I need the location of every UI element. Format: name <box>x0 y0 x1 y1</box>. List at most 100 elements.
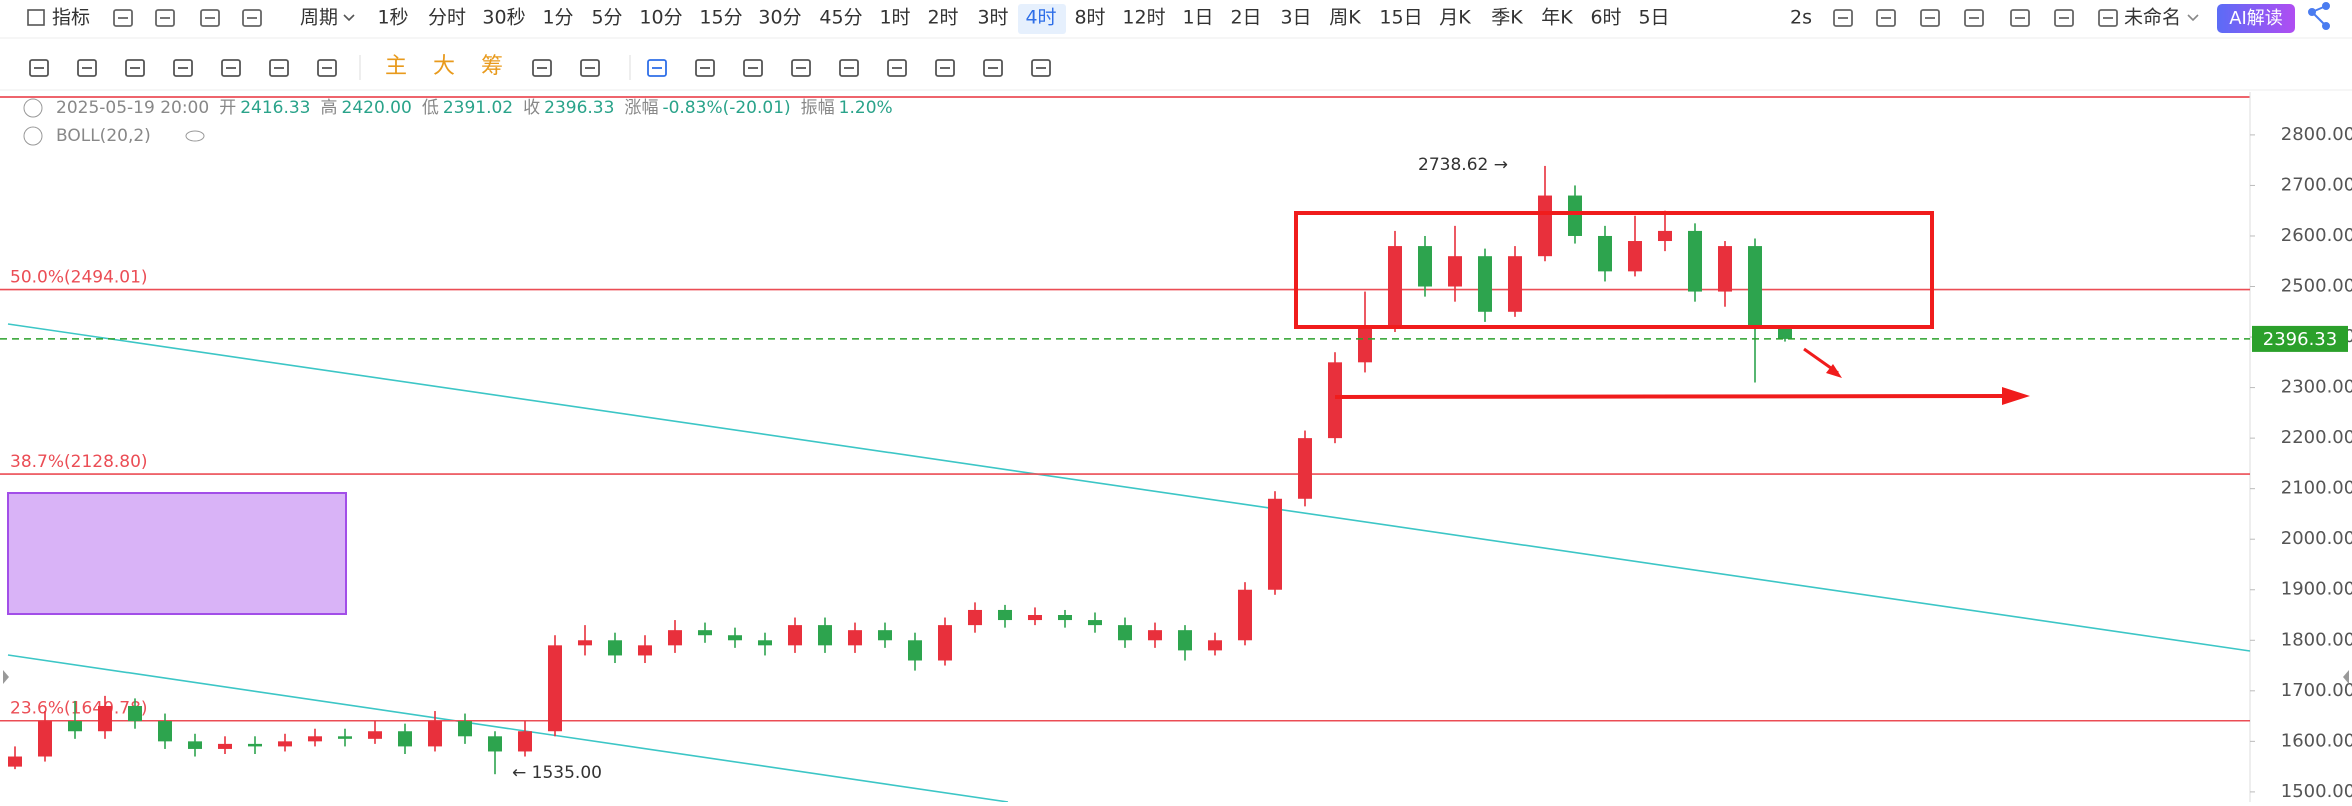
collapse-icon[interactable] <box>23 126 43 146</box>
toolbar-icon[interactable] <box>1833 9 1853 27</box>
ai-button[interactable] <box>2217 4 2295 33</box>
interval-button[interactable]: 3时 <box>977 7 1008 29</box>
icon-shape <box>200 9 220 27</box>
toolbar-icon[interactable] <box>791 59 811 77</box>
candle-body <box>68 721 82 732</box>
toolbar-icon[interactable] <box>839 59 859 77</box>
legend-label: 低 <box>422 98 439 118</box>
toolbar-icon[interactable] <box>1031 59 1051 77</box>
icon-shape <box>1964 9 1984 27</box>
selected-bg <box>1018 4 1066 34</box>
interval-button[interactable]: 2时 <box>927 7 958 29</box>
toolbar-icon[interactable] <box>173 59 193 77</box>
interval-button[interactable]: 季K <box>1491 7 1523 29</box>
toolbar-icon[interactable] <box>935 59 955 77</box>
toolbar-icon[interactable] <box>532 59 552 77</box>
toolbar-icon[interactable] <box>1964 9 1984 27</box>
large-order-button[interactable]: 大 <box>433 54 455 79</box>
toolbar-icon[interactable] <box>1876 9 1896 27</box>
legend-label: 高 <box>321 98 338 118</box>
icon-shape <box>2098 9 2118 27</box>
interval-button[interactable]: 2日 <box>1230 7 1261 29</box>
toolbar-icon[interactable] <box>2010 9 2030 27</box>
interval-button[interactable]: 5日 <box>1638 7 1669 29</box>
interval-button[interactable]: 8时 <box>1074 7 1105 29</box>
toolbar-icon[interactable] <box>155 9 175 27</box>
toolbar-icon[interactable] <box>647 59 667 77</box>
interval-button[interactable]: 1秒 <box>377 7 408 29</box>
candle-body <box>188 741 202 749</box>
y-tick-label: 1600.00 <box>2281 730 2352 751</box>
interval-button[interactable]: 周K <box>1329 7 1361 29</box>
toolbar-icon[interactable] <box>2098 9 2118 27</box>
interval-button[interactable]: 1分 <box>542 7 573 29</box>
ai-button-label[interactable]: AI解读 <box>2229 8 2283 29</box>
toolbar-icon[interactable] <box>743 59 763 77</box>
candle-body <box>728 635 742 641</box>
toolbar-icon[interactable] <box>200 9 220 27</box>
period-button[interactable]: 周期 <box>300 7 338 29</box>
candle-body <box>128 705 142 722</box>
toolbar-icon[interactable] <box>77 59 97 77</box>
interval-button[interactable]: 12时 <box>1122 7 1165 29</box>
layout-name[interactable]: 未命名 <box>2124 7 2181 29</box>
interval-button[interactable]: 1时 <box>879 7 910 29</box>
icon-shape <box>532 59 552 77</box>
interval-button[interactable]: 15分 <box>699 7 742 29</box>
trend-line <box>7 323 2251 652</box>
interval-button[interactable]: 45分 <box>819 7 862 29</box>
collapse-icon[interactable] <box>23 98 43 118</box>
chips-button[interactable]: 筹 <box>481 54 503 79</box>
visibility-icon[interactable] <box>185 130 205 142</box>
interval-button[interactable]: 6时 <box>1590 7 1621 29</box>
y-tick-label: 1500.00 <box>2281 781 2352 802</box>
toolbar-icon[interactable] <box>29 59 49 77</box>
edge-handle[interactable] <box>2343 670 2349 684</box>
toolbar-icon[interactable] <box>242 9 262 27</box>
candle-body <box>368 731 382 739</box>
interval-button[interactable]: 30分 <box>758 7 801 29</box>
icon-shape <box>173 59 193 77</box>
interval-button[interactable]: 1日 <box>1182 7 1213 29</box>
interval-button[interactable]: 月K <box>1439 7 1471 29</box>
main-chart-button[interactable]: 主 <box>385 54 407 79</box>
toolbar-icon[interactable] <box>887 59 907 77</box>
icon-shape <box>242 9 262 27</box>
toolbar-icon[interactable] <box>125 59 145 77</box>
interval-button[interactable]: 5分 <box>591 7 622 29</box>
interval-button[interactable]: 3日 <box>1280 7 1311 29</box>
interval-button[interactable]: 年K <box>1541 7 1573 29</box>
toolbar-icon[interactable] <box>580 59 600 77</box>
edge-handle[interactable] <box>3 670 9 684</box>
toolbar-icon[interactable] <box>221 59 241 77</box>
toolbar-icon[interactable] <box>317 59 337 77</box>
icon-shape <box>155 9 175 27</box>
icon-shape <box>221 59 241 77</box>
candle-body <box>1448 256 1462 287</box>
interval-button[interactable]: 15日 <box>1379 7 1422 29</box>
share-icon[interactable] <box>2308 2 2330 30</box>
toolbar-icon[interactable] <box>695 59 715 77</box>
refresh-rate[interactable]: 2s <box>1790 7 1812 29</box>
interval-button[interactable]: 分时 <box>428 7 466 29</box>
candle-body <box>908 640 922 661</box>
toolbar-icon[interactable] <box>113 9 133 27</box>
candle-body <box>8 756 22 767</box>
candle-body <box>278 741 292 747</box>
icon-shape <box>887 59 907 77</box>
toolbar-icon[interactable] <box>269 59 289 77</box>
toolbar-icon[interactable] <box>1920 9 1940 27</box>
toolbar-icon[interactable] <box>2054 9 2074 27</box>
interval-button[interactable]: 30秒 <box>482 7 525 29</box>
icon-shape <box>1920 9 1940 27</box>
interval-button[interactable]: 10分 <box>639 7 682 29</box>
legend-value: 2391.02 <box>443 98 513 118</box>
interval-button[interactable]: 4时 <box>1025 7 1056 29</box>
candle-body <box>1478 256 1492 312</box>
indicator-button[interactable]: 指标 <box>52 7 90 29</box>
candle-body <box>1778 328 1792 339</box>
legend-value: 2416.33 <box>240 98 310 118</box>
fib-level-label: 50.0%(2494.01) <box>10 268 148 288</box>
toolbar-icon[interactable] <box>983 59 1003 77</box>
indicator-icon[interactable] <box>27 9 45 26</box>
